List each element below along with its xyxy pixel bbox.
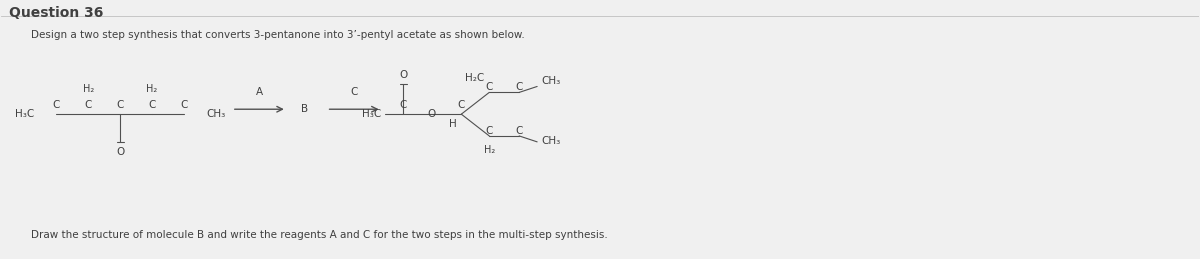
Text: Design a two step synthesis that converts 3-pentanone into 3’-pentyl acetate as : Design a two step synthesis that convert… <box>31 30 526 40</box>
Text: C: C <box>180 100 187 110</box>
Text: O: O <box>400 70 408 80</box>
Text: CH₃: CH₃ <box>541 136 560 146</box>
Text: C: C <box>457 100 466 110</box>
Text: C: C <box>350 87 358 97</box>
Text: Question 36: Question 36 <box>10 6 103 20</box>
Text: H₂: H₂ <box>146 84 157 95</box>
Text: Draw the structure of molecule B and write the reagents A and C for the two step: Draw the structure of molecule B and wri… <box>31 230 608 240</box>
Text: C: C <box>516 82 523 92</box>
Text: H₂: H₂ <box>484 145 494 155</box>
Text: O: O <box>427 109 436 119</box>
Text: O: O <box>116 147 125 157</box>
Text: C: C <box>400 100 407 110</box>
Text: H: H <box>450 119 457 129</box>
Text: H₂: H₂ <box>83 84 94 95</box>
Text: H₃C: H₃C <box>16 109 35 119</box>
Text: C: C <box>53 100 60 110</box>
Text: CH₃: CH₃ <box>541 76 560 85</box>
Text: C: C <box>486 82 493 92</box>
Text: C: C <box>116 100 124 110</box>
Text: C: C <box>486 126 493 136</box>
Text: CH₃: CH₃ <box>206 109 226 119</box>
Text: A: A <box>256 87 263 97</box>
Text: H₃C: H₃C <box>362 109 382 119</box>
Text: B: B <box>301 104 308 114</box>
Text: C: C <box>84 100 92 110</box>
Text: C: C <box>516 126 523 136</box>
Text: C: C <box>149 100 156 110</box>
Text: H₂C: H₂C <box>466 73 485 83</box>
